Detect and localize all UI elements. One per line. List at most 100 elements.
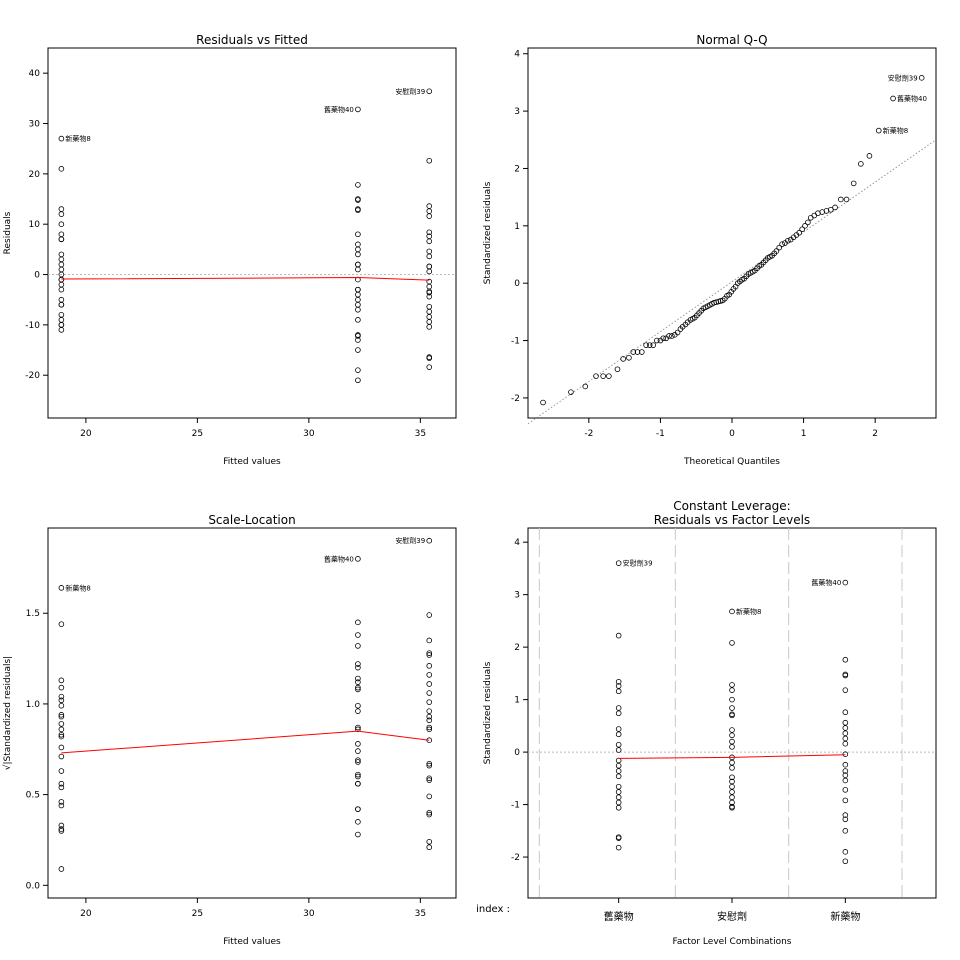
data-point xyxy=(842,751,849,757)
chart-title: Normal Q-Q xyxy=(696,33,767,47)
data-point xyxy=(832,204,838,211)
data-point xyxy=(58,713,65,720)
chart-title: Residuals vs Fitted xyxy=(196,33,308,47)
data-point xyxy=(729,696,735,703)
data-point xyxy=(58,866,65,872)
data-point xyxy=(799,226,805,233)
data-point xyxy=(729,682,735,688)
data-point xyxy=(729,738,735,745)
data-point xyxy=(355,702,361,709)
data-point xyxy=(355,556,361,562)
y-tick-label: 2 xyxy=(514,164,520,174)
data-point xyxy=(426,713,433,720)
data-point xyxy=(615,844,622,851)
y-tick-label: 40 xyxy=(29,69,41,79)
data-point xyxy=(355,679,361,685)
data-point xyxy=(426,355,433,361)
y-tick-label: 1.5 xyxy=(26,609,40,619)
data-point xyxy=(355,291,361,298)
x-tick-label: -1 xyxy=(656,429,665,439)
data-point xyxy=(842,772,849,778)
data-point xyxy=(615,731,622,738)
data-point xyxy=(58,286,65,293)
data-point xyxy=(426,268,433,275)
data-point xyxy=(58,733,65,740)
data-point xyxy=(842,787,849,793)
point-label: 安慰劑39 xyxy=(623,559,653,568)
data-point xyxy=(729,727,735,733)
data-point xyxy=(666,333,672,339)
data-point xyxy=(842,672,849,679)
data-point xyxy=(426,324,433,330)
data-point xyxy=(58,677,65,684)
data-point xyxy=(615,794,622,801)
x-tick-label: 0 xyxy=(729,429,735,439)
data-point xyxy=(355,207,361,213)
x-axis-label: Theoretical Quantiles xyxy=(683,457,780,467)
data-point xyxy=(890,95,896,102)
data-point xyxy=(615,560,622,566)
y-axis-label: Standardized residuals xyxy=(483,661,493,764)
data-point xyxy=(355,337,361,343)
x-axis-label: Fitted values xyxy=(223,937,281,947)
data-point xyxy=(355,759,361,765)
data-point xyxy=(426,238,433,245)
y-tick-label: 1.0 xyxy=(26,700,41,710)
data-point xyxy=(426,319,433,325)
data-point xyxy=(58,135,65,142)
data-point xyxy=(355,741,361,747)
point-label: 安慰劑39 xyxy=(888,73,918,82)
data-point xyxy=(615,783,622,790)
data-point xyxy=(842,797,849,804)
data-point xyxy=(660,335,667,342)
data-point xyxy=(355,367,361,373)
x-tick-label: 2 xyxy=(872,429,878,439)
data-point xyxy=(717,298,724,304)
data-point xyxy=(842,858,849,865)
data-point xyxy=(615,762,622,769)
data-point xyxy=(58,327,65,333)
data-point xyxy=(355,251,361,258)
x-tick-label: 35 xyxy=(415,429,426,439)
data-point xyxy=(58,301,65,308)
data-point xyxy=(650,342,657,348)
data-point xyxy=(842,730,849,737)
data-point xyxy=(729,799,735,806)
data-point xyxy=(58,251,65,258)
data-point xyxy=(842,761,849,768)
data-point xyxy=(426,537,433,544)
data-point xyxy=(355,748,361,754)
data-point xyxy=(842,719,849,726)
data-point xyxy=(426,263,433,270)
data-point xyxy=(58,828,65,834)
x-tick-label: 30 xyxy=(303,429,315,439)
x-tick-label: 35 xyxy=(415,909,426,919)
data-point xyxy=(355,197,361,203)
data-point xyxy=(842,735,849,742)
data-point xyxy=(355,301,361,308)
data-point xyxy=(426,844,433,851)
data-point xyxy=(426,775,433,782)
x-tick-label: 25 xyxy=(192,909,203,919)
data-point xyxy=(729,640,735,646)
data-point xyxy=(58,753,65,760)
data-point xyxy=(426,637,433,644)
data-point xyxy=(615,799,622,806)
y-tick-label: 1 xyxy=(514,222,520,232)
data-point xyxy=(729,712,735,719)
category-label: 新藥物 xyxy=(830,910,860,923)
point-label: 舊藥物40 xyxy=(811,578,841,587)
point-label: 舊藥物40 xyxy=(324,554,354,563)
data-point xyxy=(58,684,65,691)
data-point xyxy=(918,75,925,81)
data-point xyxy=(615,804,622,811)
data-point xyxy=(58,211,65,217)
data-point xyxy=(58,822,65,829)
data-point xyxy=(355,771,361,778)
data-point xyxy=(426,699,433,705)
data-point xyxy=(355,106,361,113)
data-point xyxy=(426,663,433,669)
data-point xyxy=(355,261,361,268)
data-point xyxy=(426,762,433,769)
data-point xyxy=(615,705,622,711)
